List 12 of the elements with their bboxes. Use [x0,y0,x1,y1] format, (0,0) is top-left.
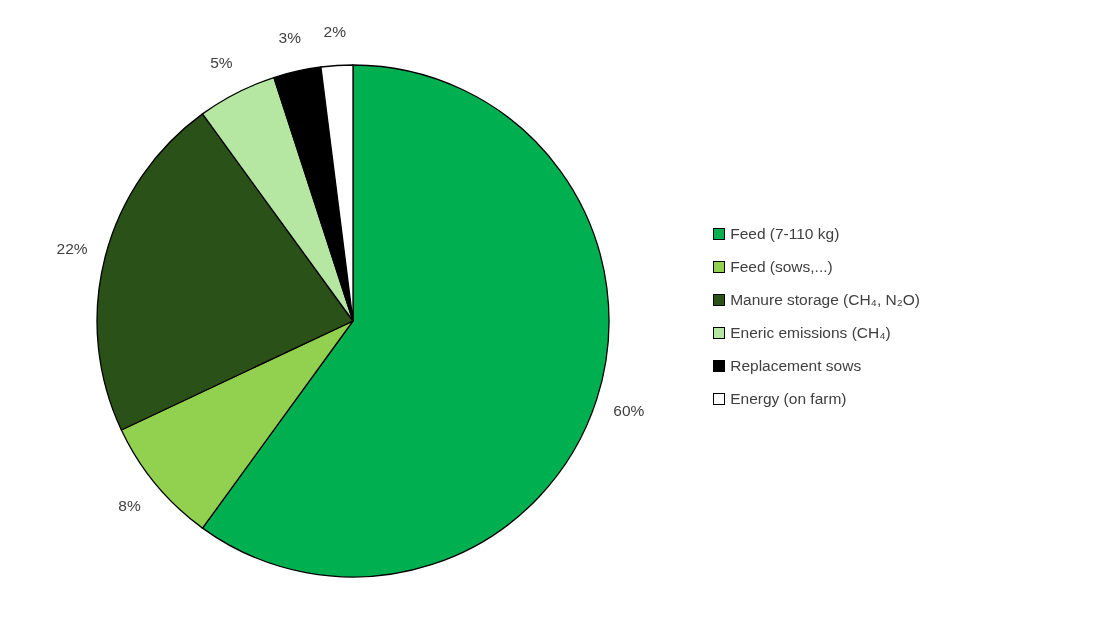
data-label: 22% [56,240,88,258]
data-label: 2% [323,23,347,41]
legend-label: Feed (sows,...) [730,258,833,276]
legend-label: Energy (on farm) [730,390,847,408]
legend-label: Eneric emissions (CH₄) [730,324,891,342]
data-label: 60% [613,402,645,420]
legend-label: Manure storage (CH₄, N₂O) [730,291,920,309]
legend-label: Replacement sows [730,357,862,375]
data-label: 3% [278,29,302,47]
legend-label: Feed (7-110 kg) [730,225,840,243]
data-label: 8% [118,497,141,515]
data-label: 5% [210,54,233,72]
